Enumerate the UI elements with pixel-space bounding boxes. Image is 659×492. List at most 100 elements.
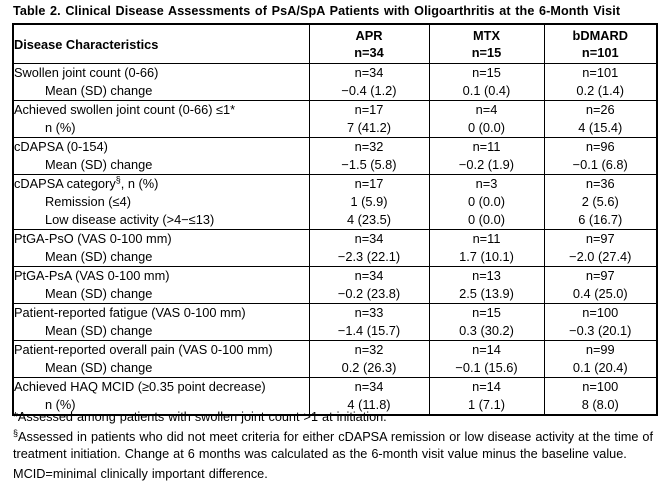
col-n: n=15 <box>471 45 502 60</box>
footnote: MCID=minimal clinically important differ… <box>13 467 268 481</box>
cell-value: n=32 <box>308 340 429 359</box>
row-label: Mean (SD) change <box>12 359 309 378</box>
cell-value: n=3 <box>428 174 544 193</box>
cell-value: n=34 <box>308 377 429 396</box>
cell-value: n=34 <box>308 63 429 82</box>
row-label: Mean (SD) change <box>12 285 309 304</box>
cell-value: 0.1 (20.4) <box>543 359 657 378</box>
cell-value: −1.4 (15.7) <box>308 322 429 341</box>
cell-value: 1.7 (10.1) <box>428 248 544 267</box>
col-n: n=34 <box>354 45 384 60</box>
row-label: n (%) <box>12 396 309 415</box>
table-body: Swollen joint count (0-66) n=34 n=15 n=101 M… <box>12 63 657 415</box>
table-row: Achieved swollen joint count (0-66) ≤1* n… <box>12 100 657 119</box>
row-label: Mean (SD) change <box>12 322 309 341</box>
row-label: Mean (SD) change <box>12 248 309 267</box>
col-name: APR <box>355 28 383 43</box>
cell-value: n=11 <box>428 137 544 156</box>
table-row: Mean (SD) change −0.4 (1.2) 0.1 (0.4) 0.2 (… <box>12 82 657 101</box>
row-label: Mean (SD) change <box>12 156 309 175</box>
cell-value: −0.3 (20.1) <box>543 322 657 341</box>
col-name: MTX <box>472 28 500 43</box>
table-row: Patient-reported fatigue (VAS 0-100 mm) n… <box>12 303 657 322</box>
cell-value: 6 (16.7) <box>543 211 657 230</box>
cell-value: n=15 <box>428 63 544 82</box>
cell-value: 7 (41.2) <box>308 119 429 138</box>
cell-value: 2.5 (13.9) <box>428 285 544 304</box>
cell-value: −1.5 (5.8) <box>308 156 429 175</box>
row-label: cDAPSA (0-154) <box>12 137 309 156</box>
cell-value: n=99 <box>543 340 657 359</box>
cell-value: 0 (0.0) <box>428 193 544 211</box>
row-label: Mean (SD) change <box>12 82 309 101</box>
cell-value: −0.4 (1.2) <box>308 82 429 101</box>
table-row: PtGA-PsA (VAS 0-100 mm) n=34 n=13 n=97 <box>12 266 657 285</box>
cell-value: 1 (7.1) <box>428 396 544 415</box>
table-row: Achieved HAQ MCID (≥0.35 point decrease)… <box>12 377 657 396</box>
cell-value: 0.2 (26.3) <box>308 359 429 378</box>
cell-value: 0 (0.0) <box>428 211 544 230</box>
cell-value: n=14 <box>428 340 544 359</box>
footnotes: *Assessed among patients with swollen jo… <box>13 409 656 486</box>
cell-value: n=17 <box>308 100 429 119</box>
cell-value: n=32 <box>308 137 429 156</box>
row-label: Achieved HAQ MCID (≥0.35 point decrease) <box>12 377 309 396</box>
table-row: Mean (SD) change −0.2 (23.8) 2.5 (13.9) 0.4… <box>12 285 657 304</box>
clinical-assessments-table: Disease Characteristics APR n=34 MTX n=1… <box>12 23 658 416</box>
header-col-bdmard: bDMARD n=101 <box>543 24 657 64</box>
col-n: n=101 <box>581 45 619 60</box>
table-row: Mean (SD) change −1.4 (15.7) 0.3 (30.2) −0.… <box>12 322 657 341</box>
cell-value: 8 (8.0) <box>543 396 657 415</box>
cell-value: 0 (0.0) <box>428 119 544 138</box>
cell-value: 4 (23.5) <box>308 211 429 230</box>
cell-value: 0.3 (30.2) <box>428 322 544 341</box>
table-row: cDAPSA category§, n (%) n=17 n=3 n=36 <box>12 174 657 193</box>
row-label: Swollen joint count (0-66) <box>12 63 309 82</box>
row-label: Achieved swollen joint count (0-66) ≤1* <box>12 100 309 119</box>
header-col-apr: APR n=34 <box>308 24 429 64</box>
cell-value: n=100 <box>543 377 657 396</box>
table-title: Table 2. Clinical Disease Assessments of… <box>13 4 621 18</box>
row-label: PtGA-PsO (VAS 0-100 mm) <box>12 229 309 248</box>
row-label: Low disease activity (>4−≤13) <box>12 211 309 230</box>
row-label: Patient-reported overall pain (VAS 0-100… <box>12 340 309 359</box>
table-row: n (%) 7 (41.2) 0 (0.0) 4 (15.4) <box>12 119 657 138</box>
table-row: Mean (SD) change 0.2 (26.3) −0.1 (15.6) 0.1… <box>12 359 657 378</box>
cell-value: −0.1 (15.6) <box>428 359 544 378</box>
table-row: Patient-reported overall pain (VAS 0-100… <box>12 340 657 359</box>
row-label: Remission (≤4) <box>12 193 309 211</box>
cell-value: n=36 <box>543 174 657 193</box>
cell-value: n=15 <box>428 303 544 322</box>
cell-value: n=14 <box>428 377 544 396</box>
table-row: Swollen joint count (0-66) n=34 n=15 n=101 <box>12 63 657 82</box>
footnote: §Assessed in patients who did not meet c… <box>13 427 654 461</box>
row-label: n (%) <box>12 119 309 138</box>
row-label: PtGA-PsA (VAS 0-100 mm) <box>12 266 309 285</box>
cell-value: n=34 <box>308 229 429 248</box>
col-name: bDMARD <box>572 28 628 43</box>
table-row: Remission (≤4) 1 (5.9) 0 (0.0) 2 (5.6) <box>12 193 657 211</box>
header-row: Disease Characteristics APR n=34 MTX n=1… <box>12 24 657 64</box>
cell-value: −0.2 (1.9) <box>428 156 544 175</box>
cell-value: n=33 <box>308 303 429 322</box>
header-disease-characteristics: Disease Characteristics <box>12 24 309 64</box>
section-mark-superscript: § <box>115 174 121 185</box>
section-mark-superscript: § <box>13 427 19 438</box>
cell-value: n=4 <box>428 100 544 119</box>
cell-value: n=13 <box>428 266 544 285</box>
cell-value: −2.0 (27.4) <box>543 248 657 267</box>
table-row: Mean (SD) change −1.5 (5.8) −0.2 (1.9) −0.1… <box>12 156 657 175</box>
cell-value: n=100 <box>543 303 657 322</box>
footnote: *Assessed among patients with swollen jo… <box>13 410 387 424</box>
table-row: Mean (SD) change −2.3 (22.1) 1.7 (10.1) −2.… <box>12 248 657 267</box>
cell-value: 1 (5.9) <box>308 193 429 211</box>
cell-value: n=26 <box>543 100 657 119</box>
table-row: PtGA-PsO (VAS 0-100 mm) n=34 n=11 n=97 <box>12 229 657 248</box>
cell-value: n=17 <box>308 174 429 193</box>
table-row: Low disease activity (>4−≤13) 4 (23.5) 0 (… <box>12 211 657 230</box>
cell-value: n=97 <box>543 266 657 285</box>
header-col-mtx: MTX n=15 <box>428 24 544 64</box>
row-label: cDAPSA category§, n (%) <box>12 174 309 193</box>
cell-value: 4 (15.4) <box>543 119 657 138</box>
